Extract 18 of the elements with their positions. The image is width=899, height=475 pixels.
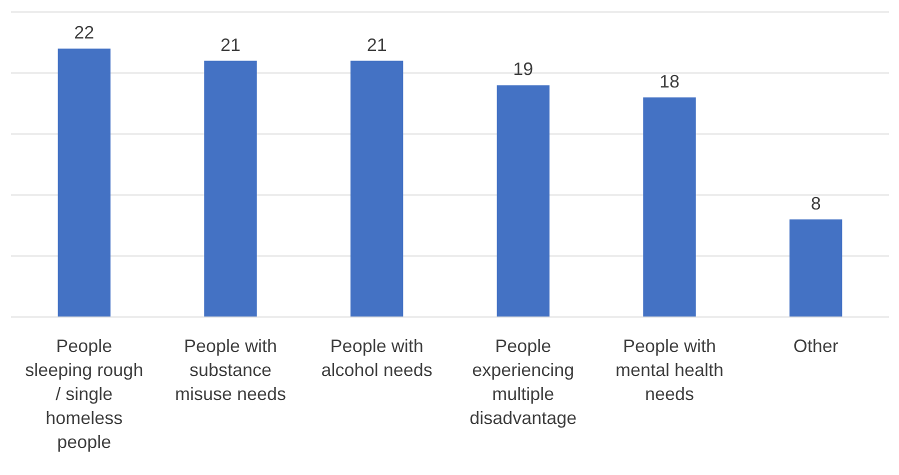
data-label: 21 [366,34,387,55]
x-tick-label: Other [793,336,838,356]
x-tick-label: People experiencing multiple disadvantage [470,336,577,428]
x-tick-label: People with alcohol needs [321,336,432,380]
bar [204,60,257,317]
data-label: 18 [659,71,680,92]
x-tick-label: People sleeping rough / single homeless people [25,336,144,452]
bar [58,48,111,317]
data-label: 8 [810,193,821,214]
x-tick-label: People with mental health needs [615,336,724,404]
bar [350,60,404,317]
bar [789,219,842,317]
data-label: 21 [220,34,241,55]
x-tick-label: People with substance misuse needs [174,336,286,404]
bar [496,85,550,317]
data-label: 19 [513,59,534,80]
data-label: 22 [74,22,94,43]
bar [643,97,696,317]
